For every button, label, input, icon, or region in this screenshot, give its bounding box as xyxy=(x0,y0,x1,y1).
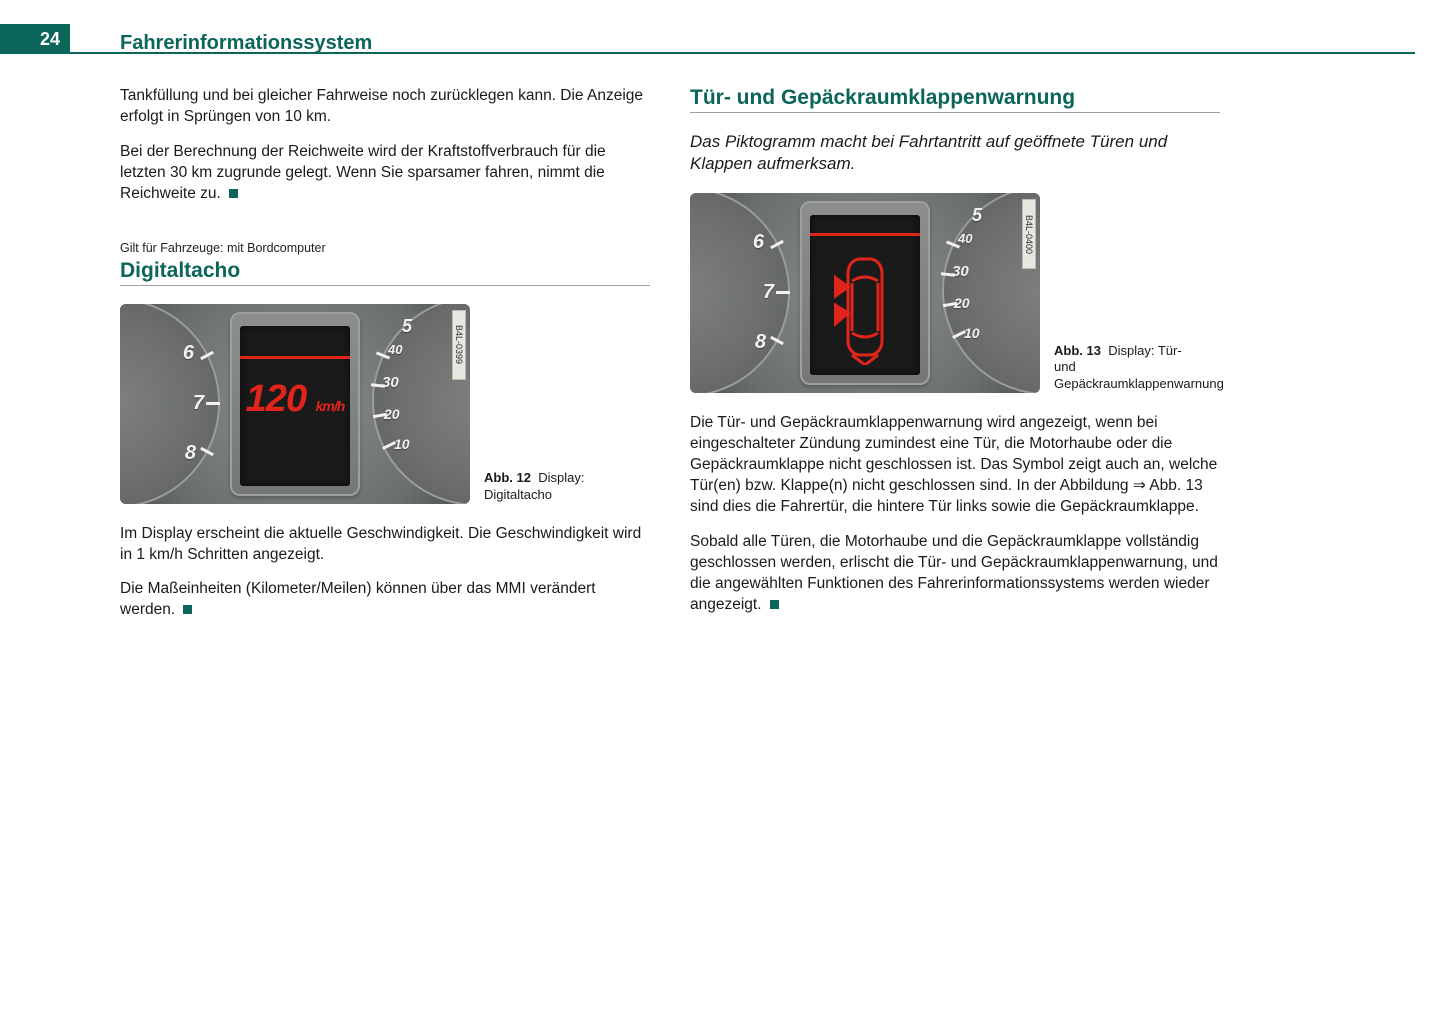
gauge-tick xyxy=(776,291,790,294)
right-body-1: Die Tür- und Gepäckraumklappenwarnung wi… xyxy=(690,413,1220,518)
page-number-tab: 24 xyxy=(0,24,70,54)
gauge-num: 7 xyxy=(763,281,774,304)
figure-12-image: 6 7 8 5 40 30 20 10 xyxy=(120,304,470,504)
gauge-num: 8 xyxy=(185,442,196,465)
center-display-screen xyxy=(810,215,920,375)
figure-13-image: 6 7 8 5 40 30 20 10 xyxy=(690,193,1040,393)
section-title: Fahrerinformationssystem xyxy=(120,32,372,55)
gauge-tick xyxy=(770,336,784,345)
gauge-num: 40 xyxy=(958,231,972,246)
gauge-tick xyxy=(941,272,955,276)
display-divider xyxy=(810,233,920,236)
subheading-digitaltacho: Digitaltacho xyxy=(120,259,650,286)
gauge-tick xyxy=(371,383,385,387)
left-body-2: Die Maßeinheiten (Kilometer/Meilen) könn… xyxy=(120,579,650,621)
gauge-num: 6 xyxy=(753,231,764,254)
gauge-num: 5 xyxy=(972,205,982,226)
end-square-icon xyxy=(770,600,779,609)
image-id-tag: B4L-0400 xyxy=(1022,199,1036,269)
gauge-num: 30 xyxy=(382,374,399,391)
intro-para-1: Tankfüllung und bei gleicher Fahrweise n… xyxy=(120,86,650,128)
caption-label: Abb. 12 xyxy=(484,470,531,485)
right-body-2: Sobald alle Türen, die Motorhaube und di… xyxy=(690,532,1220,616)
gauge-num: 6 xyxy=(183,342,194,365)
speed-unit: km/h xyxy=(316,398,345,414)
left-gauge: 6 7 8 xyxy=(120,304,220,504)
figure-13-caption: Abb. 13 Display: Tür- und Gepäckraumklap… xyxy=(1054,343,1204,394)
caption-label: Abb. 13 xyxy=(1054,343,1101,358)
gauge-num: 5 xyxy=(402,316,412,337)
right-column: Tür- und Gepäckraumklappenwarnung Das Pi… xyxy=(690,86,1220,635)
gauge-tick xyxy=(200,350,214,359)
gauge-num: 8 xyxy=(755,331,766,354)
gauge-tick xyxy=(206,402,220,405)
car-open-doors-icon xyxy=(834,253,896,365)
gauge-num: 30 xyxy=(952,263,969,280)
applies-to-note: Gilt für Fahrzeuge: mit Bordcomputer xyxy=(120,241,650,255)
left-gauge: 6 7 8 xyxy=(690,193,790,393)
speed-value: 120 xyxy=(246,378,306,420)
figure-12-row: 6 7 8 5 40 30 20 10 xyxy=(120,304,650,504)
figure-13-row: 6 7 8 5 40 30 20 10 xyxy=(690,193,1220,393)
gauge-num: 10 xyxy=(394,436,410,452)
content-columns: Tankfüllung und bei gleicher Fahrweise n… xyxy=(120,86,1220,635)
gauge-num: 7 xyxy=(193,392,204,415)
end-square-icon xyxy=(229,189,238,198)
subheading-door-warning: Tür- und Gepäckraumklappenwarnung xyxy=(690,86,1220,113)
gauge-num: 40 xyxy=(388,342,402,357)
speed-readout: 120 km/h xyxy=(240,378,350,421)
gauge-tick xyxy=(770,240,784,249)
display-divider xyxy=(240,356,350,359)
page-number: 24 xyxy=(40,29,60,50)
end-square-icon xyxy=(183,605,192,614)
intro-para-2-text: Bei der Berechnung der Reichweite wird d… xyxy=(120,143,606,202)
center-display-bezel: 120 km/h xyxy=(230,312,360,496)
center-display-screen: 120 km/h xyxy=(240,326,350,486)
center-display-bezel xyxy=(800,201,930,385)
gauge-tick xyxy=(200,446,214,455)
gauge-num: 10 xyxy=(964,325,980,341)
figure-12-caption: Abb. 12 Display: Digitaltacho xyxy=(484,470,634,504)
lede-text: Das Piktogramm macht bei Fahrtantritt au… xyxy=(690,131,1220,175)
intro-para-2: Bei der Berechnung der Reichweite wird d… xyxy=(120,142,650,205)
left-body-1: Im Display erscheint die aktuelle Geschw… xyxy=(120,524,650,566)
left-column: Tankfüllung und bei gleicher Fahrweise n… xyxy=(120,86,650,635)
image-id-tag: B4L-0399 xyxy=(452,310,466,380)
